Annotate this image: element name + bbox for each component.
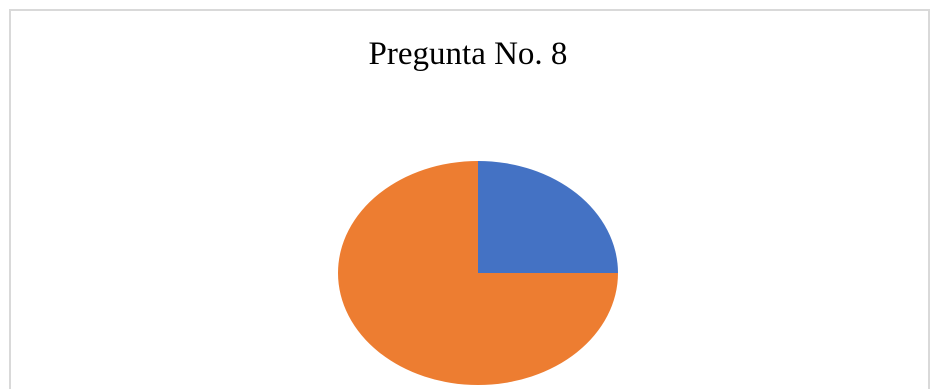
pie-slice-2 bbox=[338, 161, 618, 385]
pie-slice-1 bbox=[478, 161, 618, 273]
chart-title: Pregunta No. 8 bbox=[368, 36, 568, 72]
